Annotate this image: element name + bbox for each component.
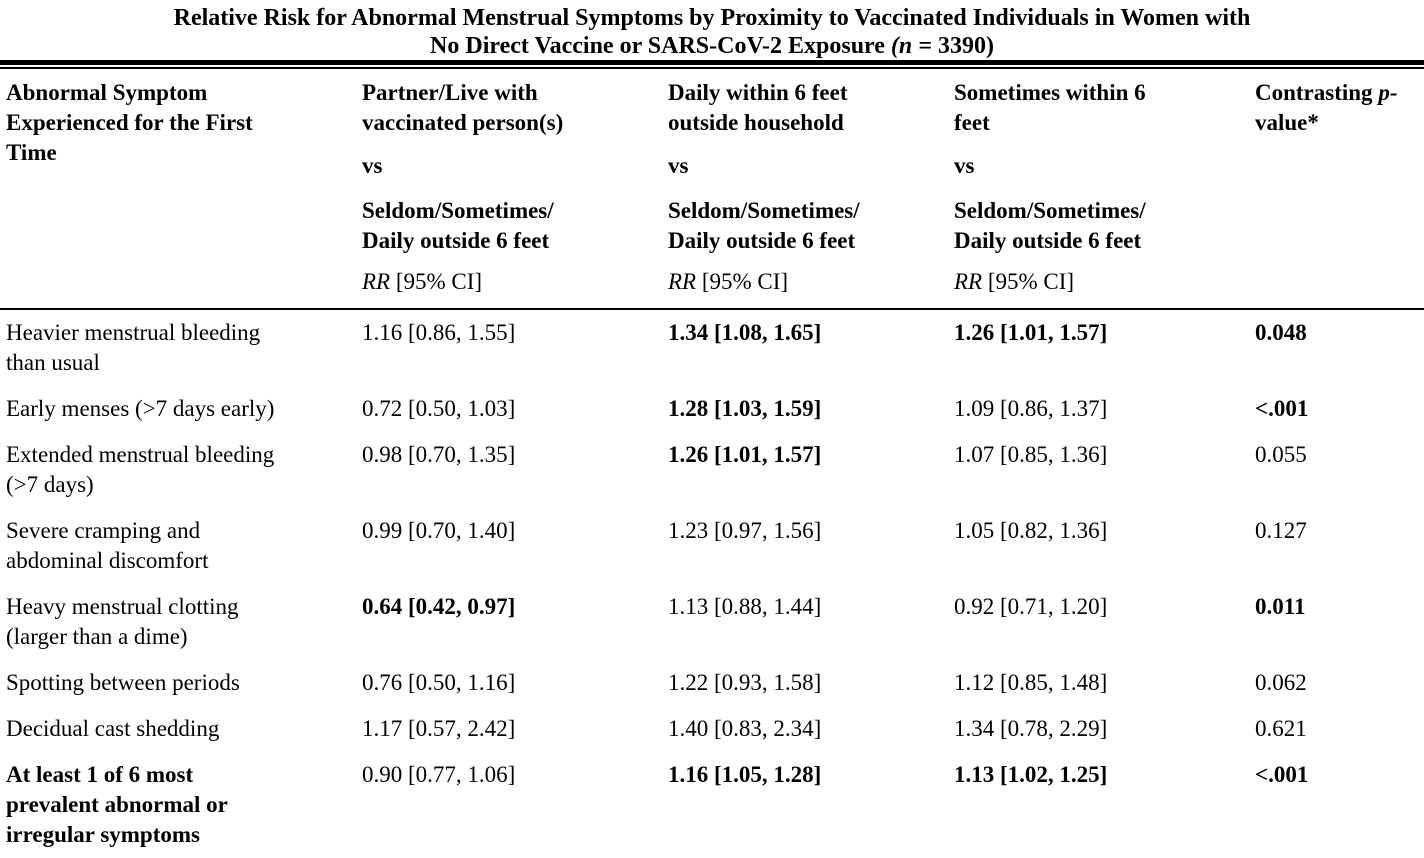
pvalue-cell: 0.011 (1255, 594, 1306, 619)
column-header-sometimes: Sometimes within 6 feet vs Seldom/Someti… (954, 69, 1255, 310)
rr-ci-cell: 1.26 [1.01, 1.57] (954, 320, 1108, 345)
rr-ci-cell: 1.07 [0.85, 1.36] (954, 442, 1108, 467)
relative-risk-table: Abnormal Symptom Experienced for the Fir… (0, 69, 1424, 858)
table-row: Early menses (>7 days early) 0.72 [0.50, … (0, 386, 1424, 432)
symptom-cell: Heavier menstrual bleeding than usual (6, 320, 261, 375)
pvalue-cell: 0.127 (1255, 518, 1307, 543)
thin-rule (0, 67, 1424, 69)
comparison-group: Daily within 6 feet outside household (668, 80, 848, 135)
rr-ci-cell: 0.72 [0.50, 1.03] (362, 396, 516, 421)
rr-ci-cell: 1.34 [1.08, 1.65] (668, 320, 822, 345)
rr-ci-cell: 1.23 [0.97, 1.56] (668, 518, 822, 543)
table-row: Spotting between periods 0.76 [0.50, 1.16… (0, 660, 1424, 706)
symptom-cell: At least 1 of 6 most prevalent abnormal … (6, 762, 228, 847)
title-divider (0, 60, 1424, 69)
pvalue-cell: 0.062 (1255, 670, 1307, 695)
pvalue-cell: 0.048 (1255, 320, 1307, 345)
rr-ci-cell: 1.22 [0.93, 1.58] (668, 670, 822, 695)
rr-ci-label: RR [95% CI] (954, 269, 1075, 294)
vs-label: vs (668, 153, 689, 178)
rr-ci-cell: 1.34 [0.78, 2.29] (954, 716, 1108, 741)
column-header-daily: Daily within 6 feet outside household vs… (668, 69, 954, 310)
comparison-group: Sometimes within 6 feet (954, 80, 1146, 135)
rr-ci-cell: 0.99 [0.70, 1.40] (362, 518, 516, 543)
pvalue-cell: <.001 (1255, 396, 1309, 421)
table-row: At least 1 of 6 most prevalent abnormal … (0, 752, 1424, 858)
rr-ci-cell: 1.09 [0.86, 1.37] (954, 396, 1108, 421)
pvalue-column-header: Contrasting p- value* (1255, 69, 1424, 310)
rr-ci-cell: 1.16 [0.86, 1.55] (362, 320, 516, 345)
reference-group: Seldom/Sometimes/ Daily outside 6 feet (668, 198, 860, 253)
rr-ci-cell: 1.28 [1.03, 1.59] (668, 396, 822, 421)
reference-group: Seldom/Sometimes/ Daily outside 6 feet (954, 198, 1146, 253)
rr-ci-label: RR [95% CI] (668, 269, 789, 294)
rr-ci-cell: 1.16 [1.05, 1.28] (668, 762, 822, 787)
rr-ci-cell: 0.76 [0.50, 1.16] (362, 670, 516, 695)
table-row: Extended menstrual bleeding (>7 days) 0.9… (0, 432, 1424, 508)
symptom-column-header: Abnormal Symptom Experienced for the Fir… (0, 69, 362, 310)
symptom-cell: Early menses (>7 days early) (6, 396, 275, 421)
rr-ci-cell: 1.13 [1.02, 1.25] (954, 762, 1108, 787)
pvalue-cell: <.001 (1255, 762, 1309, 787)
pvalue-header-line2: value* (1255, 110, 1319, 135)
table-body: Heavier menstrual bleeding than usual 1.1… (0, 309, 1424, 858)
rr-ci-label: RR [95% CI] (362, 269, 483, 294)
rr-ci-cell: 0.92 [0.71, 1.20] (954, 594, 1108, 619)
table-row: Heavier menstrual bleeding than usual 1.1… (0, 309, 1424, 386)
pvalue-cell: 0.621 (1255, 716, 1307, 741)
rr-ci-cell: 0.98 [0.70, 1.35] (362, 442, 516, 467)
table-title: Relative Risk for Abnormal Menstrual Sym… (0, 0, 1424, 60)
symptom-cell: Severe cramping and abdominal discomfort (6, 518, 209, 573)
rr-ci-cell: 1.13 [0.88, 1.44] (668, 594, 822, 619)
table-row: Decidual cast shedding 1.17 [0.57, 2.42] 1… (0, 706, 1424, 752)
rr-ci-cell: 0.64 [0.42, 0.97] (362, 594, 516, 619)
rr-ci-cell: 1.26 [1.01, 1.57] (668, 442, 822, 467)
column-header-partner: Partner/Live with vaccinated person(s) v… (362, 69, 668, 310)
reference-group: Seldom/Sometimes/ Daily outside 6 feet (362, 198, 554, 253)
symptom-cell: Extended menstrual bleeding (>7 days) (6, 442, 275, 497)
pvalue-cell: 0.055 (1255, 442, 1307, 467)
rr-ci-cell: 1.12 [0.85, 1.48] (954, 670, 1108, 695)
pvalue-header-line1: Contrasting p- (1255, 80, 1398, 105)
vs-label: vs (362, 153, 383, 178)
rr-ci-cell: 0.90 [0.77, 1.06] (362, 762, 516, 787)
thick-rule (0, 60, 1424, 65)
header-row: Abnormal Symptom Experienced for the Fir… (0, 69, 1424, 310)
symptom-cell: Decidual cast shedding (6, 716, 220, 741)
rr-ci-cell: 1.17 [0.57, 2.42] (362, 716, 516, 741)
symptom-cell: Heavy menstrual clotting (larger than a … (6, 594, 239, 649)
comparison-group: Partner/Live with vaccinated person(s) (362, 80, 564, 135)
table-title-line2: No Direct Vaccine or SARS-CoV-2 Exposure… (430, 33, 994, 59)
rr-ci-cell: 1.40 [0.83, 2.34] (668, 716, 822, 741)
table-row: Heavy menstrual clotting (larger than a … (0, 584, 1424, 660)
table-row: Severe cramping and abdominal discomfort… (0, 508, 1424, 584)
symptom-cell: Spotting between periods (6, 670, 240, 695)
table-header: Abnormal Symptom Experienced for the Fir… (0, 69, 1424, 310)
vs-label: vs (954, 153, 975, 178)
rr-ci-cell: 1.05 [0.82, 1.36] (954, 518, 1108, 543)
table-title-line1: Relative Risk for Abnormal Menstrual Sym… (173, 5, 1251, 31)
